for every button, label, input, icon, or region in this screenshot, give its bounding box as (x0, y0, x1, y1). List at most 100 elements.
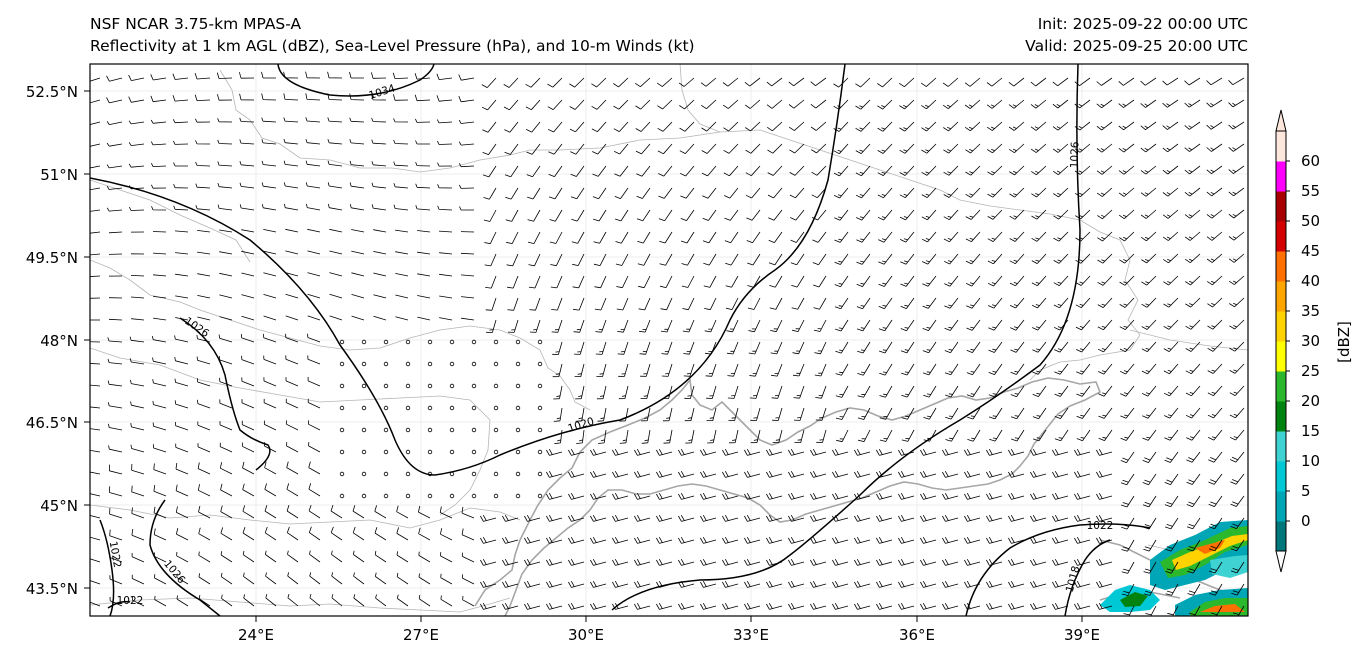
wind-barb (502, 559, 519, 566)
wind-barb (832, 449, 849, 456)
wind-barb (656, 471, 673, 478)
wind-barb (131, 507, 145, 519)
wind-barb (106, 75, 123, 82)
wind-barb (987, 165, 1003, 176)
wind-barb (484, 231, 497, 245)
wind-barb (106, 121, 123, 125)
wind-barb (661, 341, 673, 355)
wind-barb (371, 72, 387, 79)
wind-barb (287, 572, 299, 585)
wind-barb (966, 297, 981, 309)
wind-barb (108, 318, 123, 321)
wind-barb (1097, 319, 1113, 331)
wind-barb (197, 421, 211, 431)
wind-barb (1096, 603, 1113, 610)
wind-barb (700, 493, 717, 500)
wind-barb (1230, 451, 1245, 463)
wind-barb (723, 165, 739, 177)
gridlines (90, 64, 1248, 616)
wind-barb (660, 319, 673, 333)
wind-barb (1074, 515, 1091, 522)
wind-barb (197, 316, 211, 321)
wind-barb (986, 121, 1003, 131)
wind-barb (285, 377, 299, 387)
wind-barb (330, 526, 343, 541)
wind-barb (349, 160, 365, 167)
wind-barb (877, 143, 893, 154)
wind-barb (744, 537, 761, 544)
wind-barb (217, 118, 233, 123)
wind-barb (239, 139, 255, 145)
wind-barb (635, 143, 651, 155)
wind-barb (834, 187, 849, 199)
wind-barb (966, 319, 981, 331)
wind-barb (634, 537, 651, 544)
wind-barb (942, 77, 959, 87)
wind-barb (858, 429, 871, 442)
wind-barb (879, 385, 893, 398)
wind-barb (683, 363, 695, 377)
wind-barb (592, 165, 607, 177)
wind-barb (1054, 407, 1069, 419)
wind-barb (525, 77, 541, 88)
wind-barb (1120, 495, 1135, 508)
wind-barb (575, 407, 585, 422)
wind-barb (745, 121, 761, 132)
wind-barb (90, 384, 101, 387)
wind-barb (436, 95, 453, 102)
wind-barb (945, 407, 959, 420)
wind-barb (857, 363, 871, 376)
wind-barb (1206, 209, 1223, 219)
wind-barb (529, 319, 541, 333)
wind-barb (680, 209, 695, 221)
wind-barb (1118, 209, 1135, 220)
wind-barb (595, 341, 607, 355)
wind-barb (427, 361, 433, 367)
wind-barb (1096, 99, 1113, 109)
wind-barb (986, 537, 1003, 544)
wind-barb (1143, 561, 1157, 574)
wind-barb (1052, 471, 1069, 478)
wind-barb (1031, 187, 1047, 198)
wind-barb (1207, 385, 1223, 397)
wind-barb (1096, 515, 1113, 522)
wind-barb (219, 377, 233, 387)
wind-barb (899, 209, 915, 221)
wind-barb (493, 449, 499, 455)
wind-barb (217, 161, 233, 167)
wind-barb (130, 296, 145, 299)
wind-barb (987, 143, 1003, 154)
wind-barb (1164, 517, 1179, 530)
wind-barb (680, 231, 695, 244)
wind-barb (106, 207, 123, 212)
wind-barb (414, 94, 431, 102)
wind-barb (878, 275, 893, 287)
wind-barb (569, 77, 585, 88)
wind-barb (877, 187, 893, 199)
wind-barb (439, 317, 453, 321)
wind-barb (418, 527, 431, 541)
wind-barb (988, 385, 1003, 398)
wind-barb (537, 427, 543, 433)
wind-barb (485, 297, 497, 311)
wind-barb (1208, 473, 1223, 485)
wind-barb (1076, 407, 1091, 419)
wind-barb (878, 297, 893, 310)
wind-barb (898, 603, 915, 610)
wind-barb (792, 341, 805, 355)
wind-barb (700, 77, 717, 87)
isobar-label: 1026 (1069, 141, 1082, 168)
wind-barb (482, 143, 497, 155)
wind-barb (405, 339, 411, 345)
wind-barb (788, 471, 805, 478)
wind-barb (788, 581, 805, 588)
wind-barb (339, 361, 345, 367)
wind-barb (766, 493, 783, 500)
wind-barb (128, 142, 145, 146)
wind-barb (436, 119, 453, 124)
wind-barb (572, 275, 585, 289)
wind-barb (726, 297, 739, 310)
wind-barb (988, 363, 1003, 375)
wind-barb (305, 138, 321, 145)
wind-barb (285, 315, 299, 321)
